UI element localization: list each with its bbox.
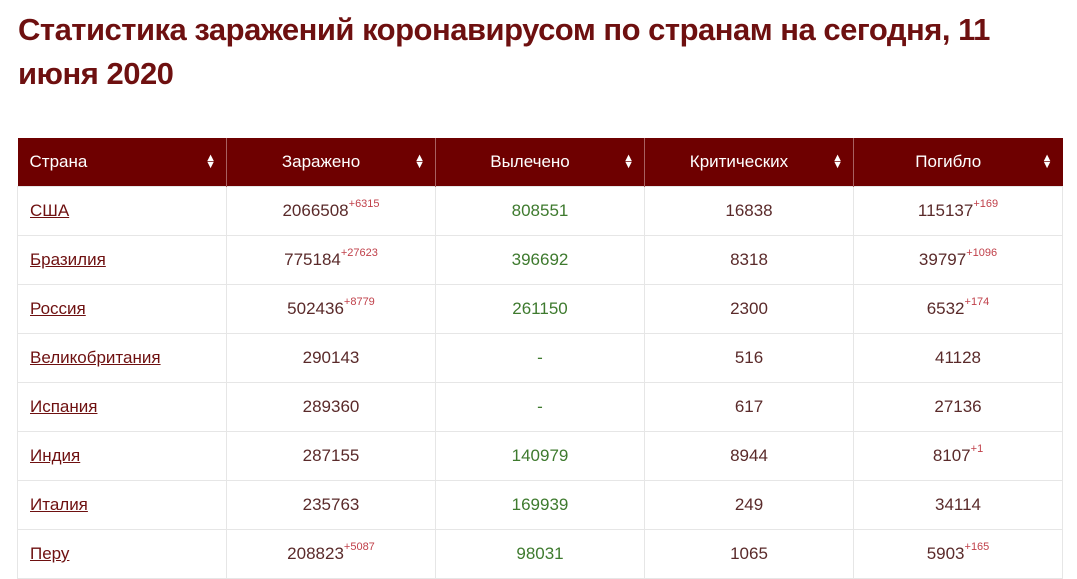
deaths-delta: +1096 [966, 247, 998, 259]
cell-critical: 8944 [644, 431, 854, 481]
cell-country: Бразилия [17, 235, 227, 285]
cell-infected: 287155 [226, 431, 436, 481]
cell-critical: 2300 [644, 284, 854, 334]
cell-critical: 1065 [644, 529, 854, 579]
cell-recovered: 261150 [435, 284, 645, 334]
country-link[interactable]: США [30, 201, 70, 220]
column-header-deaths[interactable]: Погибло ▲ ▼ [853, 138, 1063, 187]
deaths-delta: +169 [973, 198, 999, 210]
cell-deaths: 6532+174 [853, 284, 1063, 334]
table-row: Индия 287155 140979 8944 8107+1 [17, 431, 1063, 481]
cell-infected: 775184+27623 [226, 235, 436, 285]
cell-deaths: 5903+165 [853, 529, 1063, 579]
cell-recovered: 169939 [435, 480, 645, 530]
cell-deaths: 27136 [853, 382, 1063, 432]
cell-infected: 2066508+6315 [226, 186, 436, 236]
cell-deaths: 115137+169 [853, 186, 1063, 236]
cell-infected: 502436+8779 [226, 284, 436, 334]
cell-infected: 290143 [226, 333, 436, 383]
sort-up-down-icon[interactable]: ▲ ▼ [205, 152, 216, 171]
infected-delta: +8779 [343, 296, 375, 308]
column-header-critical[interactable]: Критических ▲ ▼ [644, 138, 854, 187]
sort-up-down-icon[interactable]: ▲ ▼ [414, 152, 425, 171]
table-row: Россия 502436+8779 261150 2300 6532+174 [17, 284, 1063, 334]
table-row: США 2066508+6315 808551 16838 115137+169 [17, 186, 1063, 236]
country-link[interactable]: Испания [30, 397, 98, 416]
cell-infected: 235763 [226, 480, 436, 530]
country-link[interactable]: Бразилия [30, 250, 106, 269]
table-row: Перу 208823+5087 98031 1065 5903+165 [17, 529, 1063, 579]
cell-deaths: 8107+1 [853, 431, 1063, 481]
cell-critical: 617 [644, 382, 854, 432]
country-link[interactable]: Италия [30, 495, 88, 514]
cell-critical: 8318 [644, 235, 854, 285]
cell-recovered: - [435, 382, 645, 432]
cell-country: Россия [17, 284, 227, 334]
cell-critical: 516 [644, 333, 854, 383]
cell-country: Италия [17, 480, 227, 530]
cell-country: США [17, 186, 227, 236]
deaths-delta: +1 [970, 443, 984, 455]
cell-country: Испания [17, 382, 227, 432]
cell-recovered: 98031 [435, 529, 645, 579]
cell-critical: 16838 [644, 186, 854, 236]
table-header-row: Страна ▲ ▼ Заражено ▲ ▼ Вылечено ▲ ▼ Критическ… [17, 138, 1063, 187]
table-row: Великобритания 290143-516 41128 [17, 333, 1063, 383]
infected-delta: +27623 [340, 247, 378, 259]
country-link[interactable]: Перу [30, 544, 70, 563]
cell-deaths: 39797+1096 [853, 235, 1063, 285]
table-row: Бразилия 775184+27623 396692 8318 39797+1096 [17, 235, 1063, 285]
cell-recovered: 140979 [435, 431, 645, 481]
cell-critical: 249 [644, 480, 854, 530]
table-row: Испания 289360-617 27136 [17, 382, 1063, 432]
sort-up-down-icon[interactable]: ▲ ▼ [623, 152, 634, 171]
infected-delta: +6315 [348, 198, 380, 210]
infected-delta: +5087 [343, 541, 375, 553]
cell-infected: 289360 [226, 382, 436, 432]
cell-country: Великобритания [17, 333, 227, 383]
deaths-delta: +174 [964, 296, 990, 308]
cell-country: Индия [17, 431, 227, 481]
cell-infected: 208823+5087 [226, 529, 436, 579]
cell-recovered: 396692 [435, 235, 645, 285]
sort-up-down-icon[interactable]: ▲ ▼ [832, 152, 843, 171]
page-title: Статистика заражений коронавирусом по ст… [18, 12, 990, 91]
sort-up-down-icon[interactable]: ▲ ▼ [1041, 152, 1053, 171]
country-link[interactable]: Великобритания [30, 348, 161, 367]
cell-deaths: 34114 [853, 480, 1063, 530]
country-link[interactable]: Россия [30, 299, 86, 318]
country-stats-table: Страна ▲ ▼ Заражено ▲ ▼ Вылечено ▲ ▼ Критическ… [17, 138, 1063, 579]
country-link[interactable]: Индия [30, 446, 81, 465]
cell-recovered: 808551 [435, 186, 645, 236]
cell-country: Перу [17, 529, 227, 579]
column-header-infected[interactable]: Заражено ▲ ▼ [226, 138, 436, 187]
column-header-country[interactable]: Страна ▲ ▼ [17, 138, 227, 187]
cell-deaths: 41128 [853, 333, 1063, 383]
column-header-recovered[interactable]: Вылечено ▲ ▼ [435, 138, 645, 187]
deaths-delta: +165 [964, 541, 990, 553]
table-row: Италия 235763 169939 249 34114 [17, 480, 1063, 530]
cell-recovered: - [435, 333, 645, 383]
